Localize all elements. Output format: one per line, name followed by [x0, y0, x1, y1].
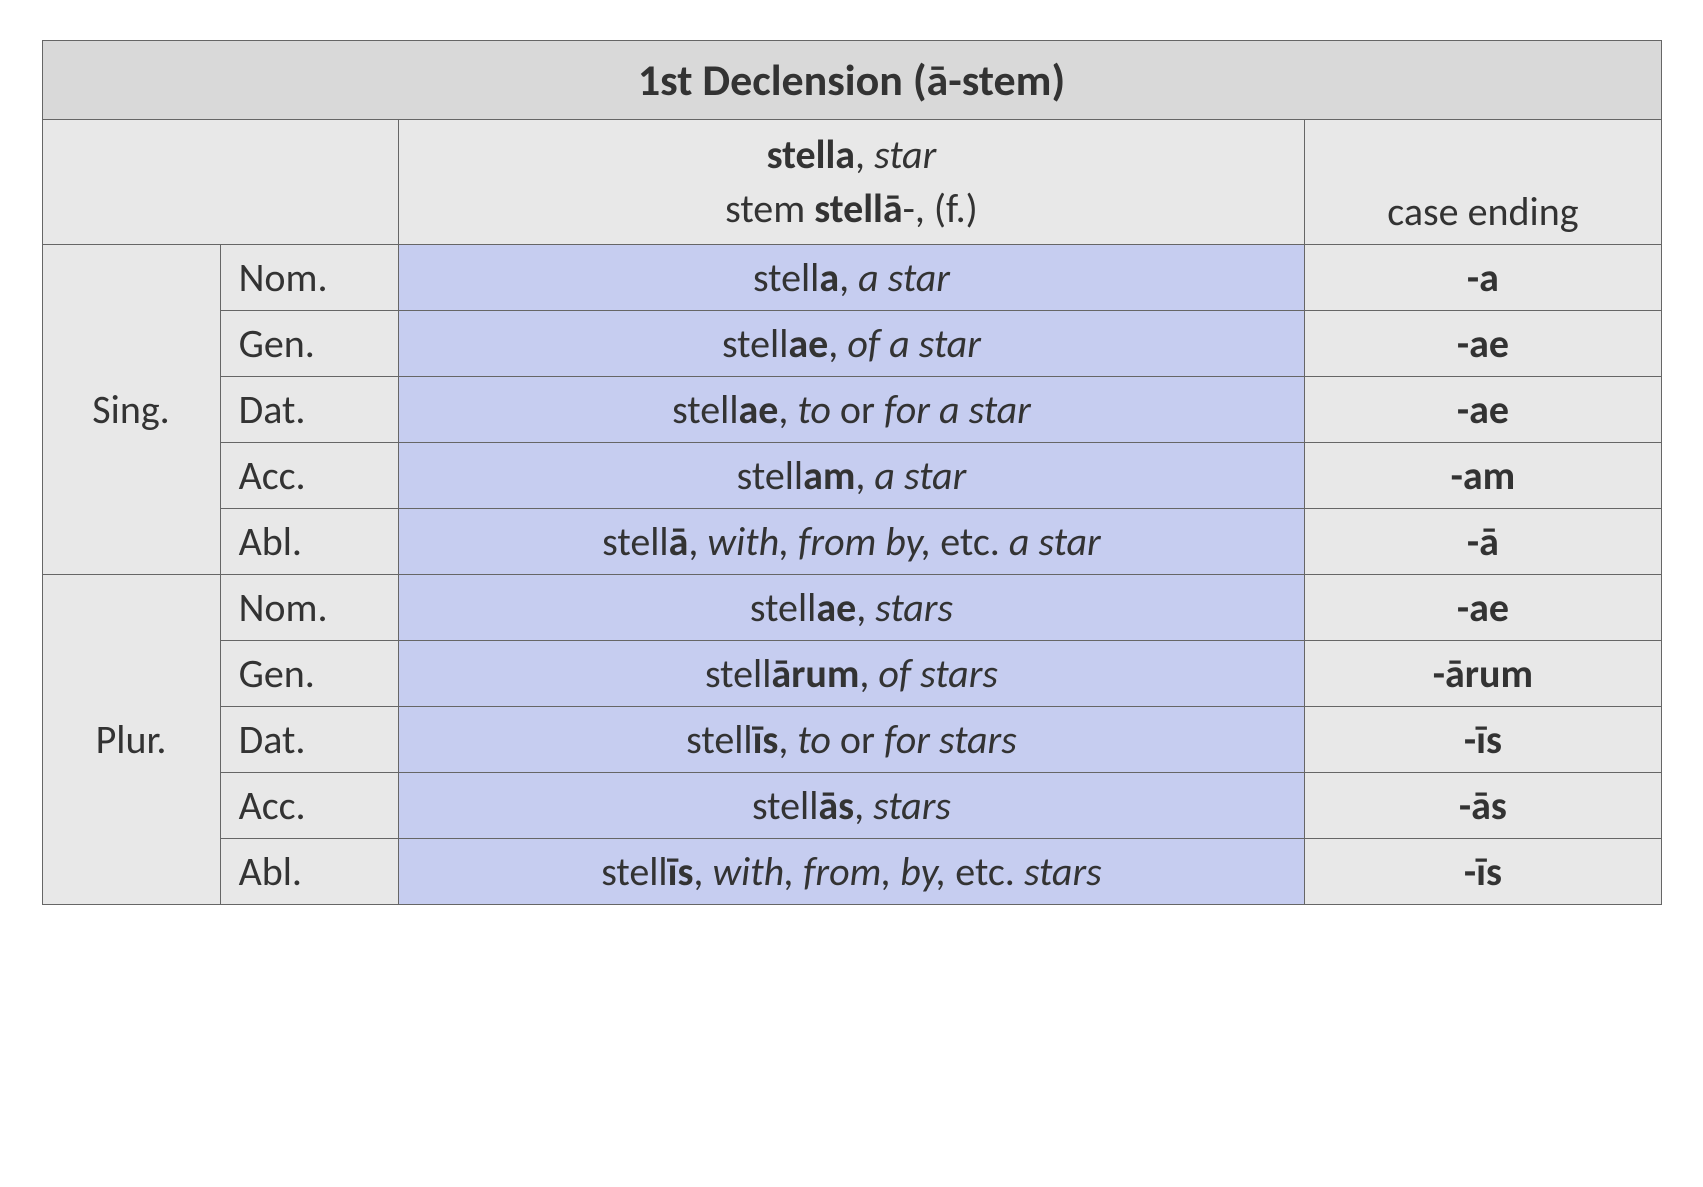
- table-row: Abl.stellā, with, from by, etc. a star-ā: [42, 509, 1661, 575]
- ending-header: case ending: [1305, 120, 1661, 245]
- example-translation: star: [874, 130, 936, 179]
- example-cell: stellae, stars: [398, 575, 1305, 641]
- example-cell: stella, a star: [398, 245, 1305, 311]
- case-label: Abl.: [220, 509, 398, 575]
- table-row: Acc.stellās, stars-ās: [42, 773, 1661, 839]
- example-cell: stellīs, to or for stars: [398, 707, 1305, 773]
- table-row: Dat.stellae, to or for a star-ae: [42, 377, 1661, 443]
- stem-value: stellā: [814, 184, 902, 233]
- case-label: Gen.: [220, 311, 398, 377]
- table-row: Abl.stellīs, with, from, by, etc. stars-…: [42, 839, 1661, 905]
- example-cell: stellae, to or for a star: [398, 377, 1305, 443]
- case-label: Abl.: [220, 839, 398, 905]
- case-label: Dat.: [220, 377, 398, 443]
- case-label: Dat.: [220, 707, 398, 773]
- ending-cell: -ae: [1305, 377, 1661, 443]
- ending-cell: -ae: [1305, 311, 1661, 377]
- number-label: Sing.: [42, 245, 220, 575]
- title-row: 1st Declension (ā-stem): [42, 41, 1661, 120]
- ending-cell: -īs: [1305, 707, 1661, 773]
- header-blank: [42, 120, 398, 245]
- example-cell: stellae, of a star: [398, 311, 1305, 377]
- header-row: stella, star stem stellā-, (f.) case end…: [42, 120, 1661, 245]
- table-title: 1st Declension (ā-stem): [42, 41, 1661, 120]
- ending-cell: -ae: [1305, 575, 1661, 641]
- case-label: Nom.: [220, 245, 398, 311]
- table-row: Dat.stellīs, to or for stars-īs: [42, 707, 1661, 773]
- ending-cell: -ās: [1305, 773, 1661, 839]
- example-cell: stellam, a star: [398, 443, 1305, 509]
- stem-prefix: stem: [725, 184, 814, 233]
- stem-suffix: -, (f.): [903, 184, 978, 233]
- case-label: Nom.: [220, 575, 398, 641]
- ending-cell: -ārum: [1305, 641, 1661, 707]
- case-label: Gen.: [220, 641, 398, 707]
- example-cell: stellārum, of stars: [398, 641, 1305, 707]
- table-row: Plur.Nom.stellae, stars-ae: [42, 575, 1661, 641]
- ending-cell: -am: [1305, 443, 1661, 509]
- declension-table: 1st Declension (ā-stem) stella, star ste…: [42, 40, 1662, 905]
- case-label: Acc.: [220, 443, 398, 509]
- example-cell: stellā, with, from by, etc. a star: [398, 509, 1305, 575]
- ending-cell: -ā: [1305, 509, 1661, 575]
- table-row: Gen.stellae, of a star-ae: [42, 311, 1661, 377]
- example-word: stella: [767, 130, 855, 179]
- example-cell: stellās, stars: [398, 773, 1305, 839]
- table-row: Sing.Nom.stella, a star-a: [42, 245, 1661, 311]
- number-label: Plur.: [42, 575, 220, 905]
- example-header: stella, star stem stellā-, (f.): [398, 120, 1305, 245]
- case-label: Acc.: [220, 773, 398, 839]
- table-row: Gen.stellārum, of stars-ārum: [42, 641, 1661, 707]
- ending-cell: -īs: [1305, 839, 1661, 905]
- example-cell: stellīs, with, from, by, etc. stars: [398, 839, 1305, 905]
- ending-cell: -a: [1305, 245, 1661, 311]
- table-row: Acc.stellam, a star-am: [42, 443, 1661, 509]
